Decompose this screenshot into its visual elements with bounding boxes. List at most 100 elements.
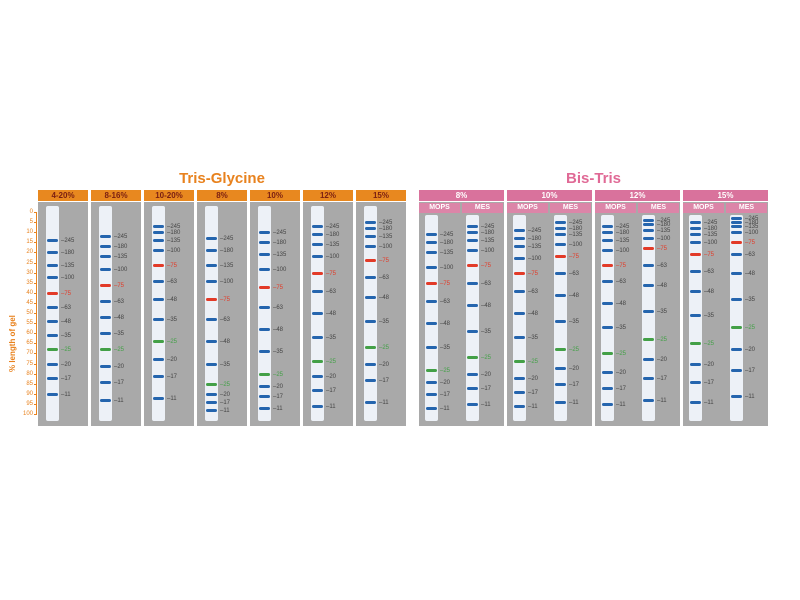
band-mw-label: –35 — [745, 296, 756, 303]
band-mw-label: –48 — [167, 296, 178, 303]
protein-band — [731, 217, 742, 221]
protein-band — [467, 356, 478, 360]
band-mw-label: –180 — [569, 226, 583, 233]
protein-band — [514, 237, 525, 241]
band-mw-label: –11 — [326, 403, 336, 410]
protein-band — [602, 225, 613, 229]
protein-band — [206, 382, 217, 386]
protein-band — [206, 237, 217, 241]
protein-band — [467, 303, 478, 307]
band-mw-label: –20 — [273, 383, 284, 390]
protein-band — [643, 376, 654, 380]
protein-band — [365, 275, 376, 279]
protein-band — [690, 253, 701, 257]
protein-band — [206, 297, 217, 301]
protein-band — [690, 227, 701, 231]
band-mw-label: –48 — [440, 321, 451, 328]
protein-band — [731, 253, 742, 257]
protein-band — [365, 221, 376, 225]
band-mw-label: –20 — [326, 373, 337, 380]
band-mw-label: –63 — [273, 304, 284, 311]
band-mw-label: –17 — [704, 379, 715, 386]
protein-band — [555, 320, 566, 324]
protein-band — [100, 235, 111, 239]
column-header: 4-20% — [38, 190, 88, 201]
protein-band — [555, 243, 566, 247]
band-mw-label: –245 — [657, 218, 671, 225]
band-mw-label: –11 — [657, 397, 667, 404]
band-mw-label: –20 — [220, 391, 231, 398]
protein-band — [47, 376, 58, 380]
protein-band — [690, 241, 701, 245]
band-mw-label: –20 — [61, 361, 72, 368]
band-mw-label: –17 — [61, 375, 72, 382]
band-mw-label: –11 — [745, 393, 755, 400]
column-header: 12% — [303, 190, 353, 201]
y-axis-tick-label: 85 — [26, 380, 33, 387]
band-mw-label: –180 — [326, 232, 340, 239]
gel-lane — [152, 206, 165, 421]
y-axis-tick-mark — [34, 373, 37, 375]
band-mw-label: –17 — [745, 367, 756, 374]
band-mw-label: –180 — [379, 226, 393, 233]
band-mw-label: –245 — [61, 238, 75, 245]
protein-band — [555, 400, 566, 404]
y-axis-tick-mark — [34, 232, 37, 234]
protein-band — [731, 271, 742, 275]
protein-band — [467, 225, 478, 229]
protein-band — [426, 233, 437, 237]
band-mw-label: –135 — [220, 262, 234, 269]
y-axis-tick-mark — [34, 272, 37, 274]
protein-band — [153, 374, 164, 378]
band-mw-label: –20 — [657, 357, 668, 364]
gel-lane — [513, 215, 526, 421]
protein-band — [259, 372, 270, 376]
y-axis-tick-mark — [34, 222, 37, 224]
bis-tris-title: Bis-Tris — [565, 170, 622, 187]
protein-band — [426, 251, 437, 255]
band-mw-label: –75 — [745, 240, 756, 247]
band-mw-label: –63 — [379, 274, 390, 281]
protein-band — [690, 400, 701, 404]
protein-band — [731, 326, 742, 330]
protein-band — [365, 320, 376, 324]
buffer-label: MOPS — [595, 203, 636, 213]
protein-band — [206, 400, 217, 404]
band-mw-label: –63 — [440, 298, 451, 305]
protein-band — [47, 320, 58, 324]
protein-band — [153, 358, 164, 362]
band-mw-label: –245 — [273, 230, 287, 237]
column-header: 10% — [507, 190, 592, 201]
protein-band — [426, 299, 437, 303]
protein-band — [467, 249, 478, 253]
gel-lane — [601, 215, 614, 421]
protein-band — [643, 223, 654, 227]
y-axis-tick-label: 75 — [26, 360, 33, 367]
band-mw-label: –75 — [481, 262, 492, 269]
buffer-label: MES — [726, 203, 767, 213]
band-mw-label: –11 — [61, 391, 71, 398]
buffer-label: MOPS — [683, 203, 724, 213]
protein-band — [47, 392, 58, 396]
protein-band — [153, 263, 164, 267]
band-mw-label: –245 — [167, 224, 181, 231]
band-mw-label: –11 — [379, 399, 389, 406]
band-mw-label: –100 — [657, 236, 671, 243]
band-mw-label: –75 — [61, 290, 72, 297]
protein-band — [467, 372, 478, 376]
protein-band — [365, 295, 376, 299]
band-mw-label: –63 — [220, 317, 231, 324]
protein-band — [206, 340, 217, 344]
band-mw-label: –25 — [114, 347, 125, 354]
y-axis-tick-label: 90 — [26, 390, 33, 397]
y-axis-tick-label: 65 — [26, 340, 33, 347]
band-mw-label: –17 — [273, 393, 284, 400]
band-mw-label: –20 — [440, 379, 451, 386]
protein-band — [259, 394, 270, 398]
protein-band — [100, 380, 111, 384]
gel-lane — [642, 215, 655, 421]
band-mw-label: –17 — [569, 381, 580, 388]
y-axis-tick-mark — [34, 242, 37, 244]
protein-band — [514, 289, 525, 293]
y-axis-tick-mark — [34, 393, 37, 395]
